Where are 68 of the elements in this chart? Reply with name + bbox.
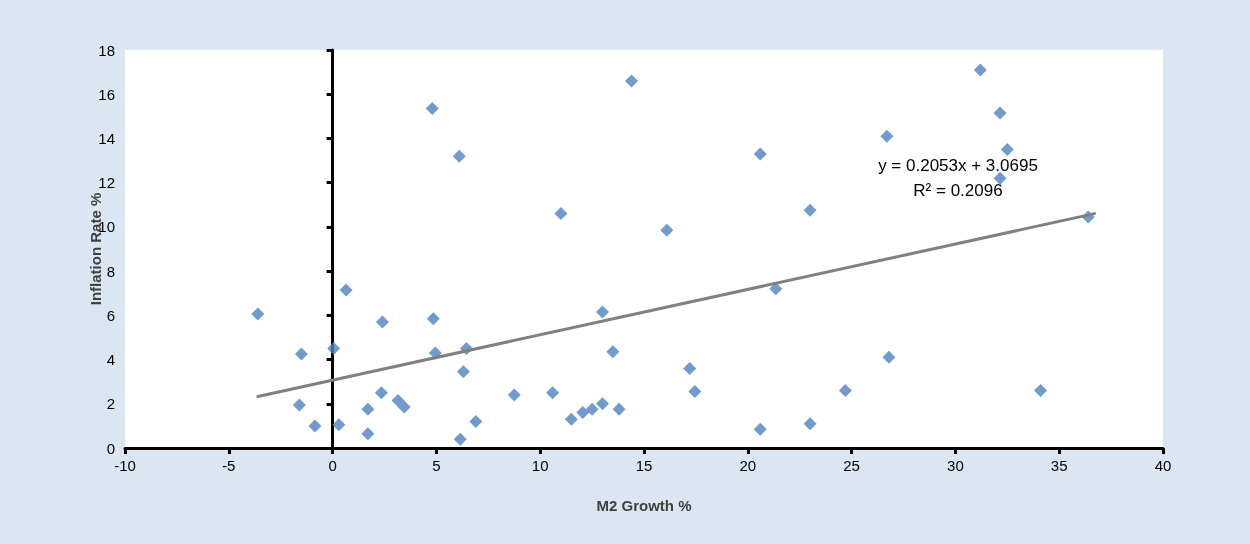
point bbox=[554, 207, 568, 221]
point bbox=[469, 414, 483, 428]
y-tick-label: 8 bbox=[106, 262, 115, 280]
point bbox=[753, 147, 767, 161]
x-tick-label: 15 bbox=[635, 457, 653, 474]
point bbox=[753, 422, 767, 436]
point bbox=[576, 406, 590, 420]
point bbox=[660, 223, 674, 237]
point bbox=[452, 149, 466, 163]
point bbox=[453, 432, 467, 446]
x-tick-label: -5 bbox=[222, 457, 236, 474]
point bbox=[880, 129, 894, 143]
point bbox=[374, 386, 388, 400]
x-tick-label: 40 bbox=[1154, 457, 1172, 474]
y-tick-label: 4 bbox=[106, 351, 115, 369]
x-tick-label: -10 bbox=[114, 457, 136, 474]
point bbox=[993, 171, 1007, 185]
point bbox=[612, 402, 626, 416]
point bbox=[339, 283, 353, 297]
point bbox=[251, 307, 265, 321]
x-axis-title: M2 Growth % bbox=[596, 497, 692, 514]
point bbox=[973, 63, 987, 77]
y-tick-label: 6 bbox=[106, 306, 115, 324]
point bbox=[426, 312, 440, 326]
point bbox=[803, 203, 817, 217]
x-tick-label: 0 bbox=[328, 457, 337, 474]
point bbox=[838, 384, 852, 398]
point bbox=[688, 385, 702, 399]
point bbox=[391, 393, 405, 407]
y-tick-label: 18 bbox=[98, 41, 115, 59]
annotation: y = 0.2053x + 3.0695 bbox=[878, 155, 1038, 175]
point bbox=[595, 305, 609, 319]
x-tick-label: 5 bbox=[432, 457, 441, 474]
x-tick-label: 25 bbox=[843, 457, 860, 474]
point bbox=[361, 402, 375, 416]
point bbox=[308, 419, 322, 433]
point bbox=[585, 402, 599, 416]
y-tick-label: 2 bbox=[106, 395, 115, 413]
y-tick-label: 12 bbox=[98, 174, 115, 192]
x-tick-label: 35 bbox=[1050, 457, 1068, 474]
point bbox=[294, 347, 308, 361]
point bbox=[595, 397, 609, 411]
point bbox=[327, 342, 341, 355]
point bbox=[1034, 384, 1048, 398]
point bbox=[375, 315, 389, 329]
point bbox=[1000, 143, 1014, 156]
point bbox=[292, 398, 306, 412]
point bbox=[332, 418, 346, 432]
y-tick-label: 14 bbox=[98, 129, 115, 147]
point bbox=[683, 361, 697, 375]
x-tick-label: 30 bbox=[947, 457, 964, 474]
point bbox=[882, 350, 896, 364]
point bbox=[606, 345, 620, 359]
point bbox=[546, 386, 560, 400]
point bbox=[361, 427, 375, 441]
point bbox=[507, 388, 521, 402]
point bbox=[456, 365, 470, 379]
x-tick-label: 10 bbox=[531, 457, 549, 474]
point bbox=[564, 412, 578, 426]
point bbox=[803, 417, 817, 431]
y-tick-label: 16 bbox=[98, 85, 115, 103]
point bbox=[397, 400, 411, 414]
point bbox=[425, 102, 439, 116]
x-tick-label: 20 bbox=[739, 457, 757, 474]
point bbox=[993, 106, 1007, 120]
y-tick-label: 0 bbox=[106, 439, 115, 457]
point bbox=[625, 74, 639, 88]
annotation: R² = 0.2096 bbox=[913, 180, 1003, 200]
